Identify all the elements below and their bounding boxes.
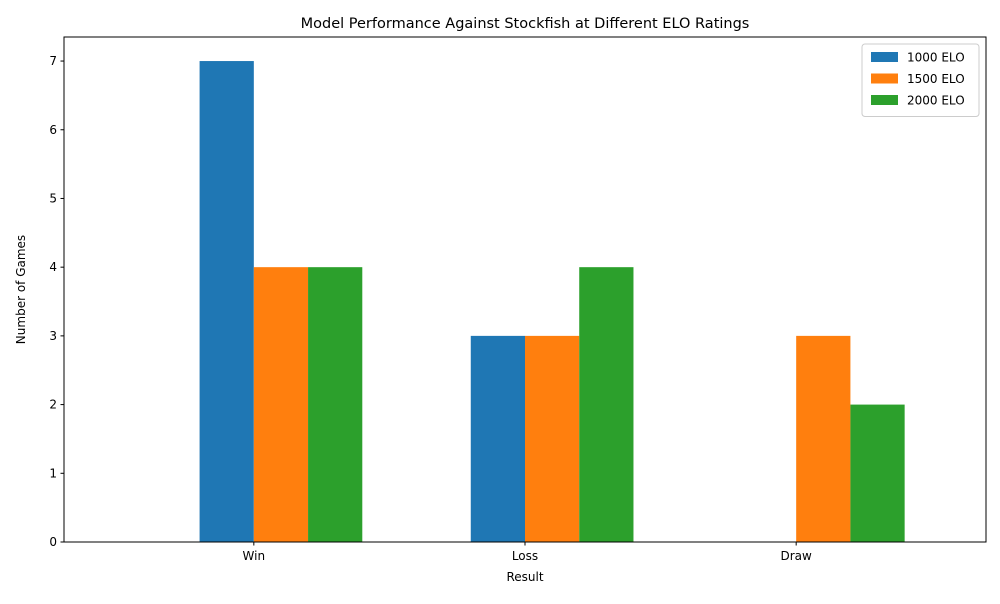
- bar-1500-elo-draw: [796, 335, 851, 542]
- legend-swatch: [871, 52, 898, 62]
- bar-2000-elo-draw: [850, 404, 905, 542]
- x-tick-label-win: Win: [243, 549, 266, 563]
- y-axis: 0 1 2 3 4 5 6 7: [49, 54, 64, 549]
- legend-label: 2000 ELO: [907, 94, 965, 108]
- y-tick-label: 6: [49, 123, 57, 137]
- x-axis: Win Loss Draw: [243, 542, 812, 563]
- y-tick-label: 0: [49, 535, 57, 549]
- y-axis-label: Number of Games: [14, 235, 28, 344]
- x-tick-label-draw: Draw: [781, 549, 813, 563]
- bar-1500-elo-win: [253, 267, 309, 542]
- bar-1500-elo-loss: [525, 335, 580, 542]
- y-tick-label: 3: [49, 329, 57, 343]
- chart-title: Model Performance Against Stockfish at D…: [301, 16, 750, 32]
- y-tick-label: 2: [49, 398, 57, 412]
- legend-swatch: [871, 95, 898, 105]
- bar-2000-elo-win: [308, 267, 363, 542]
- legend-swatch: [871, 73, 898, 84]
- y-tick-label: 7: [49, 54, 57, 68]
- bar-2000-elo-loss: [579, 267, 634, 542]
- legend-label: 1500 ELO: [907, 72, 965, 86]
- x-axis-label: Result: [506, 570, 543, 584]
- bar-1000-elo-win: [199, 61, 254, 543]
- bars-layer: [199, 61, 905, 543]
- x-tick-label-loss: Loss: [512, 549, 538, 563]
- bar-1000-elo-loss: [470, 335, 525, 542]
- y-tick-label: 4: [49, 260, 57, 274]
- legend: 1000 ELO 1500 ELO 2000 ELO: [861, 43, 980, 117]
- legend-label: 1000 ELO: [907, 51, 965, 65]
- y-tick-label: 5: [49, 191, 57, 205]
- y-tick-label: 1: [49, 466, 57, 480]
